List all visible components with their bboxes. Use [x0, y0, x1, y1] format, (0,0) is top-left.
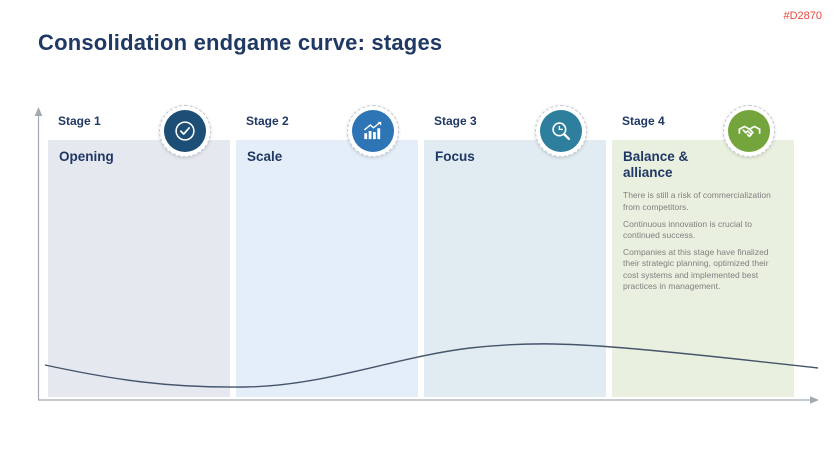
stage-3-badge	[535, 105, 587, 157]
stage-4-note-1: There is still a risk of commercializati…	[623, 190, 771, 212]
stage-4-badge	[723, 105, 775, 157]
stage-2-name: Scale	[247, 149, 283, 164]
stage-4-label: Stage 4	[622, 114, 665, 128]
y-axis-arrow	[34, 107, 43, 116]
stage-4-panel: Balance & alliance There is still a risk…	[612, 140, 794, 397]
growth-chart-icon	[352, 110, 394, 152]
stage-1-panel: Opening	[48, 140, 230, 397]
stage-4-note-2: Continuous innovation is crucial to cont…	[623, 218, 752, 241]
check-icon	[164, 110, 206, 152]
doc-id: #D2870	[783, 10, 822, 22]
stage-4-notes: There is still a risk of commercializati…	[623, 190, 783, 292]
stage-1-badge	[159, 105, 211, 157]
handshake-icon	[728, 110, 770, 152]
x-axis-arrow	[810, 396, 819, 404]
stage-2-badge	[347, 105, 399, 157]
stage-4-name: Balance & alliance	[623, 149, 689, 181]
page-title: Consolidation endgame curve: stages	[38, 30, 443, 55]
stage-2-panel: Scale	[236, 140, 418, 397]
stage-2-label: Stage 2	[246, 114, 289, 128]
stage-1-name: Opening	[59, 149, 114, 164]
stage-3-name: Focus	[435, 149, 475, 164]
stage-3-label: Stage 3	[434, 114, 477, 128]
stage-1-label: Stage 1	[58, 114, 101, 128]
stage-3-panel: Focus	[424, 140, 606, 397]
stage-4-note-3: Companies at this stage have finalized t…	[623, 247, 769, 291]
magnifier-icon	[540, 110, 582, 152]
